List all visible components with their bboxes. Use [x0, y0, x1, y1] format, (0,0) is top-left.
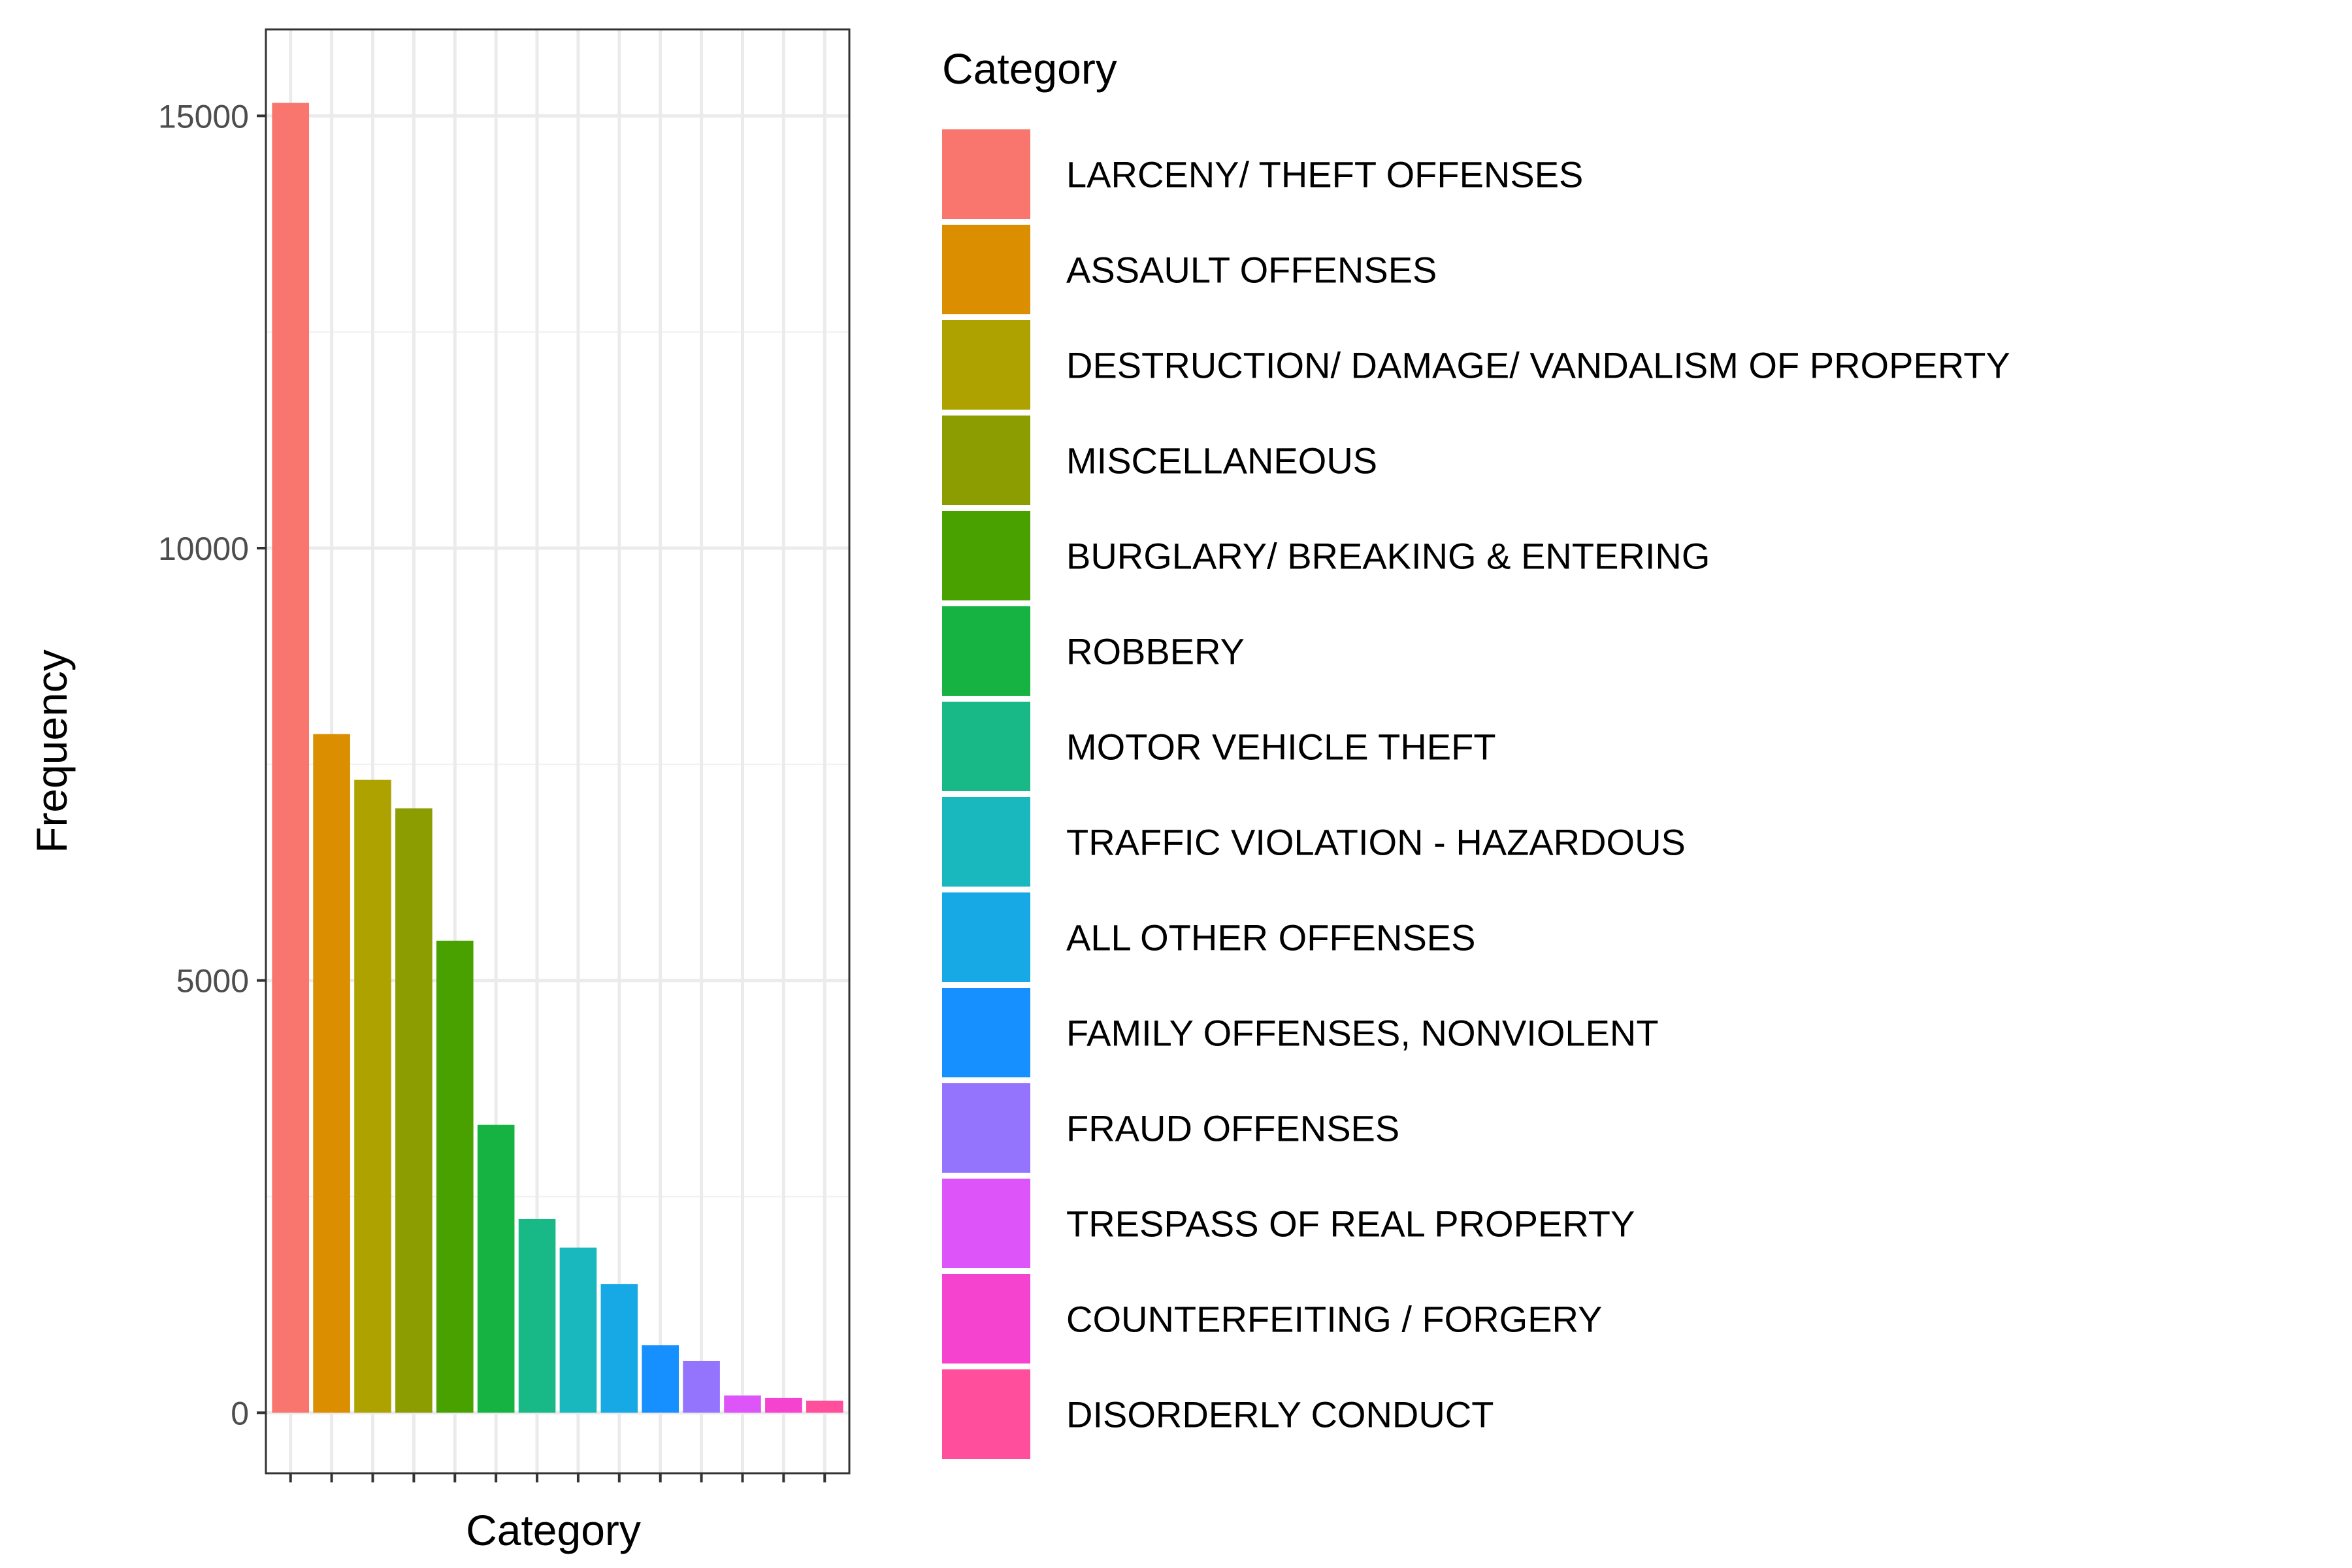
bar	[477, 1124, 515, 1413]
y-axis-title: Frequency	[27, 649, 76, 853]
legend-swatch	[942, 416, 1030, 505]
bar-group	[272, 103, 843, 1413]
legend-title: Category	[942, 44, 1117, 93]
legend-swatch	[942, 1179, 1030, 1268]
legend-swatch	[942, 892, 1030, 982]
bar	[724, 1395, 761, 1413]
legend-swatch	[942, 1274, 1030, 1364]
y-tick-label: 15000	[158, 98, 249, 135]
bar	[806, 1400, 843, 1413]
legend-label: BURGLARY/ BREAKING & ENTERING	[1066, 536, 1710, 577]
x-axis-title: Category	[466, 1506, 641, 1554]
bar	[272, 103, 310, 1413]
legend-swatch	[942, 129, 1030, 219]
bar	[518, 1218, 556, 1413]
bar	[354, 779, 391, 1413]
bar	[436, 940, 474, 1413]
legend-swatch	[942, 1369, 1030, 1459]
y-axis: 0 5000 10000 15000	[158, 98, 266, 1431]
legend-label: DISORDERLY CONDUCT	[1066, 1394, 1494, 1435]
legend-swatch	[942, 606, 1030, 696]
legend: LARCENY/ THEFT OFFENSES ASSAULT OFFENSES D…	[942, 129, 2010, 1459]
y-tick-label: 5000	[176, 963, 249, 1000]
legend-label: ROBBERY	[1066, 631, 1245, 672]
legend-label: LARCENY/ THEFT OFFENSES	[1066, 154, 1583, 195]
legend-swatch	[942, 797, 1030, 887]
bar	[559, 1247, 597, 1413]
bar	[313, 734, 350, 1413]
legend-swatch	[942, 225, 1030, 314]
legend-swatch	[942, 320, 1030, 410]
x-axis	[289, 1473, 826, 1482]
legend-label: MISCELLANEOUS	[1066, 440, 1377, 482]
y-tick-label: 0	[231, 1395, 249, 1431]
legend-label: FAMILY OFFENSES, NONVIOLENT	[1066, 1013, 1659, 1054]
legend-label: TRESPASS OF REAL PROPERTY	[1066, 1203, 1635, 1245]
legend-label: MOTOR VEHICLE THEFT	[1066, 727, 1496, 768]
legend-swatch	[942, 702, 1030, 791]
legend-swatch	[942, 511, 1030, 600]
legend-label: ALL OTHER OFFENSES	[1066, 917, 1476, 958]
legend-label: DESTRUCTION/ DAMAGE/ VANDALISM OF PROPER…	[1066, 345, 2010, 386]
legend-label: FRAUD OFFENSES	[1066, 1108, 1399, 1149]
y-tick-label: 10000	[158, 531, 249, 567]
panel-border	[265, 28, 851, 1475]
legend-label: ASSAULT OFFENSES	[1066, 250, 1437, 291]
bar	[600, 1284, 638, 1413]
bar	[765, 1397, 802, 1413]
bar	[683, 1360, 720, 1413]
legend-swatch	[942, 1083, 1030, 1173]
legend-label: COUNTERFEITING / FORGERY	[1066, 1299, 1602, 1340]
legend-label: TRAFFIC VIOLATION - HAZARDOUS	[1066, 822, 1686, 863]
legend-swatch	[942, 988, 1030, 1077]
bar	[642, 1345, 679, 1413]
bar	[395, 808, 433, 1413]
